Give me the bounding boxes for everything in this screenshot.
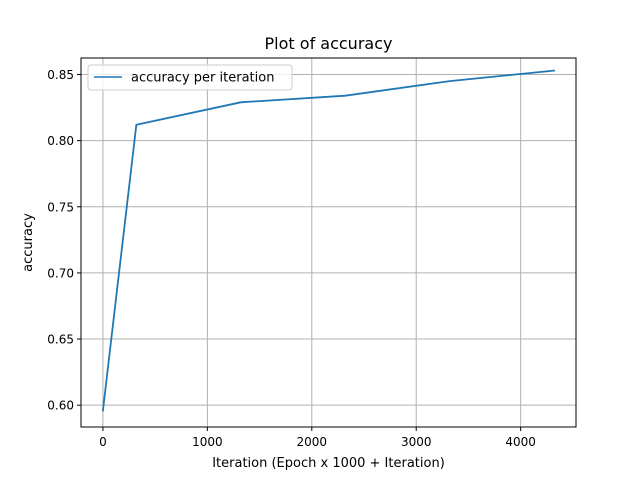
- y-tick-label: 0.70: [47, 266, 74, 280]
- x-axis-label: Iteration (Epoch x 1000 + Iteration): [212, 456, 445, 471]
- y-axis-label: accuracy: [21, 213, 36, 272]
- x-tick-label: 4000: [505, 435, 536, 449]
- legend: accuracy per iteration: [87, 64, 293, 91]
- axis-ticks: 0 1000 2000 3000 4000 0.60 0.65 0.70 0.75 0.80 0.8…: [47, 68, 536, 449]
- x-tick-label: 3000: [401, 435, 432, 449]
- series-layer: [101, 69, 556, 412]
- y-tick-label: 0.60: [47, 399, 74, 413]
- y-tick-label: 0.65: [47, 333, 74, 347]
- grid-lines: [81, 58, 576, 427]
- plot-area-frame: [80, 57, 577, 428]
- y-tick-label: 0.80: [47, 134, 74, 148]
- x-tick-label: 2000: [297, 435, 328, 449]
- legend-box: [87, 64, 293, 91]
- chart-title: Plot of accuracy: [265, 34, 393, 53]
- y-tick-label: 0.85: [47, 68, 74, 82]
- legend-label: accuracy per iteration: [131, 71, 274, 86]
- y-tick-label: 0.75: [47, 200, 74, 214]
- x-tick-label: 0: [99, 435, 107, 449]
- series-line: [101, 69, 556, 412]
- x-tick-label: 1000: [192, 435, 223, 449]
